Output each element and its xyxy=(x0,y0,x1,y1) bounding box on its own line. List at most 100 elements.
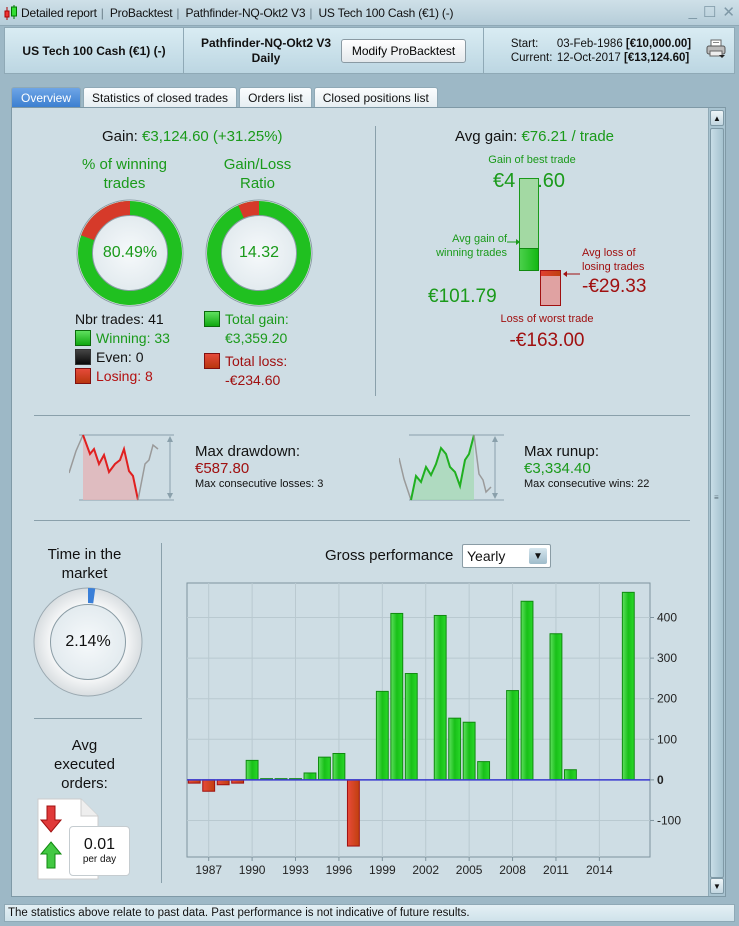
chevron-down-icon[interactable]: ▼ xyxy=(529,548,547,564)
bar-1994 xyxy=(303,772,317,781)
gain-summary: Gain: €3,124.60 (+31.25%) xyxy=(102,128,283,145)
chart-plot-area xyxy=(186,582,651,858)
avg-win-value: €101.79 xyxy=(428,286,497,307)
y-tick-label: -100 xyxy=(657,813,681,827)
bar-2011 xyxy=(549,633,563,781)
bar-1996 xyxy=(332,752,346,781)
minimize-button[interactable]: _ xyxy=(688,3,697,20)
x-tick-label: 1990 xyxy=(239,863,266,877)
avg-win-bar xyxy=(519,248,539,271)
best-trade-value-start: €4 xyxy=(493,170,516,192)
max-consecutive-wins: Max consecutive wins: 22 xyxy=(524,478,650,490)
time-market-title-line1: Time in the xyxy=(47,546,122,563)
losing-count: Losing: 8 xyxy=(96,368,153,384)
total-loss-value: -€234.60 xyxy=(225,372,281,388)
avg-loss-label-line1: Avg loss of xyxy=(582,247,636,259)
avg-loss-label-line2: losing trades xyxy=(582,261,645,273)
winning-trades-title: % of winning trades xyxy=(67,155,182,193)
donut-loss-arc xyxy=(238,201,260,221)
avg-orders-title-line1: Avg xyxy=(71,737,98,754)
printer-icon[interactable] xyxy=(705,39,727,62)
maximize-button[interactable]: ☐ xyxy=(702,4,717,21)
x-tick-label: 2014 xyxy=(586,863,613,877)
sell-arrow-icon xyxy=(39,805,63,833)
y-tick-label: 200 xyxy=(657,692,677,706)
avg-loss-value: -€29.33 xyxy=(582,276,647,297)
winning-count: Winning: 33 xyxy=(96,330,170,346)
time-in-market-value: 2.14% xyxy=(50,604,126,680)
y-tick-label: 0 xyxy=(657,773,664,787)
tab-closed-positions-list[interactable]: Closed positions list xyxy=(313,87,438,107)
total-loss-label: Total loss: xyxy=(225,353,288,369)
gain-loss-ratio-title: Gain/Loss Ratio xyxy=(200,155,315,193)
report-header: US Tech 100 Cash (€1) (-) Pathfinder-NQ-… xyxy=(4,27,735,74)
total-gain-value: €3,359.20 xyxy=(225,330,288,346)
winning-title-line2: trades xyxy=(103,175,146,192)
title-detailed-report: Detailed report xyxy=(21,5,97,20)
start-label: Start: xyxy=(510,37,539,50)
modify-probacktest-button[interactable]: Modify ProBacktest xyxy=(341,38,467,63)
bar-1990 xyxy=(245,759,259,781)
close-button[interactable]: ✕ xyxy=(722,4,735,21)
period-select[interactable]: Yearly ▼ xyxy=(462,544,551,568)
divider-3 xyxy=(34,718,142,719)
y-tick-label: 300 xyxy=(657,651,677,665)
bar-2004 xyxy=(448,717,462,781)
window-titlebar: Detailed report | ProBacktest | Pathfinder… xyxy=(0,0,739,26)
bar-2009 xyxy=(520,600,534,781)
drawdown-info: Max drawdown: €587.80 Max consecutive lo… xyxy=(195,443,323,490)
title-instrument: US Tech 100 Cash (€1) (-) xyxy=(318,5,454,20)
max-drawdown-label: Max drawdown: xyxy=(195,443,301,460)
worst-trade-value: -€163.00 xyxy=(509,330,585,351)
avg-gain-label: Avg gain: xyxy=(455,128,518,145)
system-info: Pathfinder-NQ-Okt2 V3 Daily Modify ProBac… xyxy=(184,28,484,73)
disclaimer-footer: The statistics above relate to past data… xyxy=(4,904,735,922)
x-tick-label: 1993 xyxy=(282,863,309,877)
winning-pct-value: 80.49% xyxy=(92,215,168,291)
even-count: Even: 0 xyxy=(96,349,144,365)
bar-1987 xyxy=(202,779,216,792)
y-tick-label: 100 xyxy=(657,732,677,746)
start-date: 03-Feb-1986 xyxy=(556,37,623,50)
title-system: Pathfinder-NQ-Okt2 V3 xyxy=(185,5,306,20)
tab-overview[interactable]: Overview xyxy=(11,87,81,107)
winning-title-line1: % of winning xyxy=(81,156,168,173)
current-label: Current: xyxy=(510,51,553,64)
scroll-up-button[interactable]: ▲ xyxy=(710,110,724,126)
avg-win-label: Avg gain of winning trades xyxy=(432,232,507,260)
best-trade-bar xyxy=(519,178,539,248)
gain-loss-totals: Total gain: €3,359.20 Total loss: -€234.… xyxy=(204,310,289,390)
time-market-title-line2: market xyxy=(61,565,108,582)
tab-orders-list[interactable]: Orders list xyxy=(239,87,312,107)
losing-legend-swatch xyxy=(75,368,91,384)
vertical-scrollbar[interactable]: ▲ ≡ ▼ xyxy=(708,108,725,896)
avg-orders-unit: per day xyxy=(82,854,117,865)
gain-value: €3,124.60 (+31.25%) xyxy=(142,128,283,145)
x-tick-label: 1996 xyxy=(326,863,353,877)
scroll-thumb[interactable]: ≡ xyxy=(710,128,724,878)
best-trade-label: Gain of best trade xyxy=(488,154,576,166)
bar-2001 xyxy=(404,673,418,781)
x-tick-label: 2002 xyxy=(412,863,439,877)
scroll-down-button[interactable]: ▼ xyxy=(710,878,724,894)
period-select-value: Yearly xyxy=(467,548,506,564)
gain-label: Gain: xyxy=(102,128,138,145)
avg-win-label-line1: Avg gain of xyxy=(452,233,507,245)
max-runup-value: €3,334.40 xyxy=(524,460,591,477)
ratio-title-line1: Gain/Loss xyxy=(223,156,292,173)
timeframe: Daily xyxy=(251,50,281,65)
x-tick-label: 2011 xyxy=(543,863,569,877)
ratio-title-line2: Ratio xyxy=(239,175,276,192)
avg-orders-title-line3: orders: xyxy=(61,775,108,792)
tab-statistics-closed-trades[interactable]: Statistics of closed trades xyxy=(83,87,238,107)
total-gain-label: Total gain: xyxy=(225,311,289,327)
section-divider xyxy=(375,126,376,396)
bar-2005 xyxy=(462,721,476,781)
current-date: 12-Oct-2017 xyxy=(556,51,621,64)
worst-trade-label: Loss of worst trade xyxy=(500,313,594,325)
x-tick-label: 2008 xyxy=(499,863,526,877)
date-range: Start: 03-Feb-1986 [€10,000.00] Current: 1… xyxy=(484,28,734,73)
x-tick-label: 2005 xyxy=(456,863,483,877)
section-divider-vertical xyxy=(161,543,162,883)
instrument-name: US Tech 100 Cash (€1) (-) xyxy=(5,28,184,73)
